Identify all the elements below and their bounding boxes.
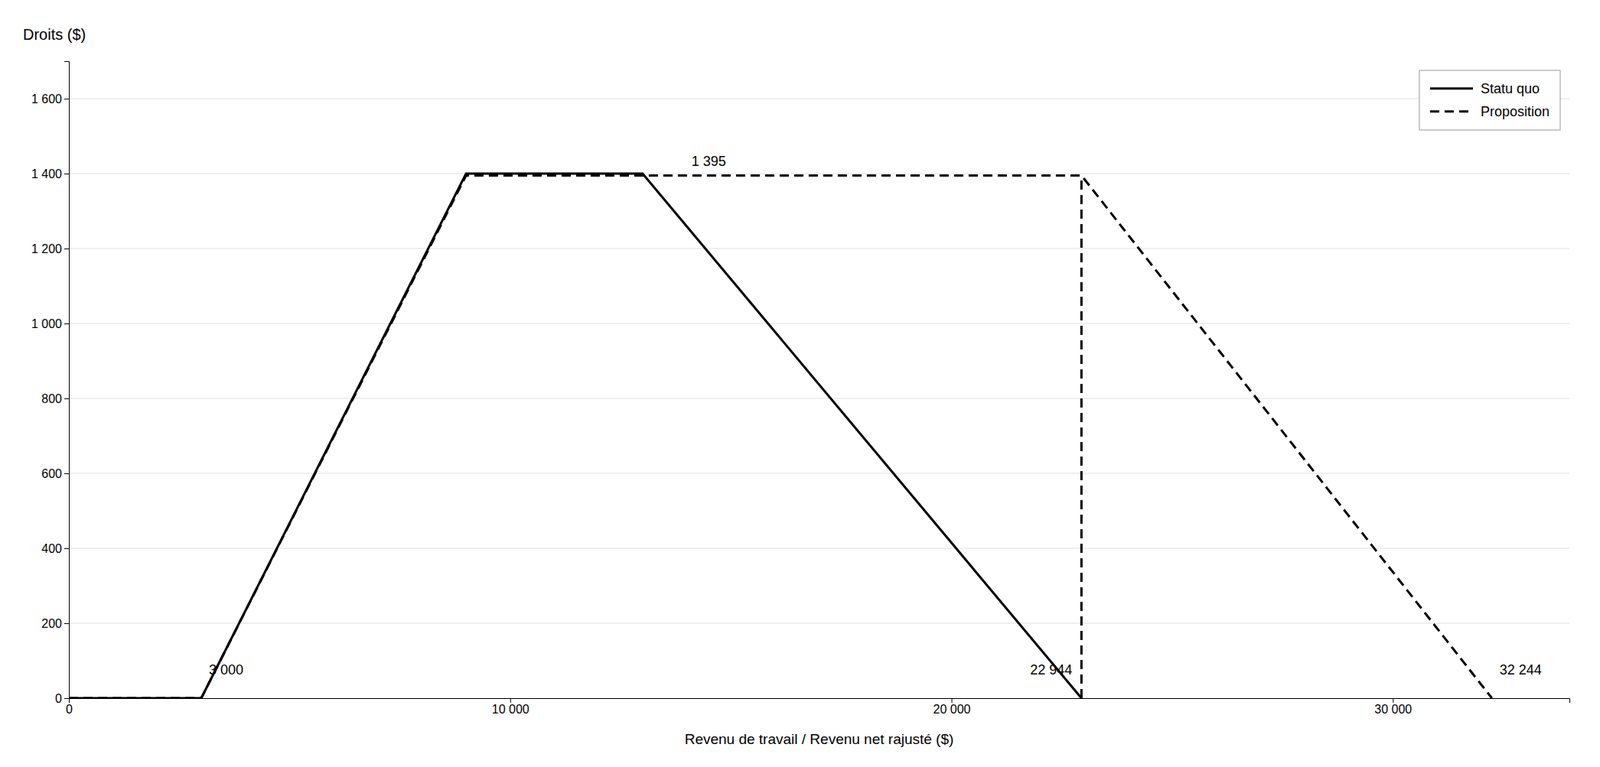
tick-mark	[64, 173, 69, 175]
x-axis: 0 10 000 20 000 30 000	[65, 698, 1570, 717]
tick-label: 1 200	[31, 242, 62, 256]
tick-label: 1 000	[31, 317, 62, 331]
tick: 0	[55, 692, 69, 706]
tick-label: 0	[55, 692, 62, 706]
grid-line	[68, 398, 1570, 400]
x-axis-line	[69, 699, 1571, 704]
tick: 10 000	[492, 698, 530, 717]
tick: 800	[41, 392, 69, 406]
tick-mark	[1392, 698, 1394, 704]
tick-mark	[64, 548, 69, 550]
legend-item: Statu quo	[1430, 81, 1540, 97]
y-grid	[68, 98, 1570, 699]
tick-label: 10 000	[492, 703, 530, 717]
tick-mark	[64, 98, 69, 100]
legend-frame	[1419, 70, 1561, 131]
marks	[68, 173, 1493, 699]
legend-item: Proposition	[1430, 104, 1550, 120]
tick: 0	[65, 698, 73, 717]
tick: 1 200	[31, 242, 69, 256]
tick-label: 0	[65, 703, 73, 717]
tick-label: 400	[41, 542, 62, 556]
tick-label: 1 600	[31, 92, 62, 106]
tick: 200	[41, 617, 69, 631]
legend-swatch	[1430, 87, 1473, 90]
tick-mark	[64, 473, 69, 475]
annotation: 22 944	[1029, 662, 1073, 678]
y-axis-title: Droits ($)	[22, 26, 86, 43]
annotation: 3 000	[208, 662, 244, 678]
grid-line	[68, 98, 1570, 100]
tick-mark	[64, 698, 69, 700]
grid-line	[68, 548, 1570, 550]
tick-label: 30 000	[1374, 703, 1412, 717]
series-line	[68, 175, 1493, 699]
grid-line	[68, 173, 1570, 175]
tick-label: 600	[41, 467, 62, 481]
chart: 0 10 000 20 000 30 000 0 200 400 600 800 1 000 1 2…	[0, 0, 1600, 767]
plot: 0 10 000 20 000 30 000 0 200 400 600 800 1 000 1 2…	[22, 26, 1571, 748]
annotation: 1 395	[691, 153, 727, 170]
tick-label: 200	[41, 617, 62, 631]
series-line	[68, 173, 1082, 699]
tick-mark	[64, 323, 69, 325]
tick-mark	[64, 248, 69, 250]
y-axis: 0 200 400 600 800 1 000 1 200 1 400 1 600	[31, 61, 70, 706]
tick: 1 400	[31, 167, 69, 181]
y-axis-line	[64, 61, 70, 700]
legend: Statu quo Proposition	[1419, 70, 1561, 131]
grid-line	[68, 323, 1570, 325]
tick-mark	[64, 623, 69, 625]
tick: 30 000	[1374, 698, 1412, 717]
vertical-line	[1080, 175, 1083, 699]
annotation: 32 244	[1499, 662, 1542, 678]
tick: 20 000	[933, 698, 972, 717]
tick-label: 800	[41, 392, 62, 406]
tick: 1 600	[31, 92, 69, 106]
grid-line	[68, 623, 1570, 625]
grid-line	[68, 473, 1570, 475]
tick-mark	[951, 698, 953, 704]
legend-label: Proposition	[1480, 104, 1550, 120]
tick-mark	[510, 698, 512, 704]
x-axis-title: Revenu de travail / Revenu net rajusté (…	[684, 731, 955, 748]
tick-label: 1 400	[31, 167, 62, 181]
annotations: 3 000 22 944 32 244 1 395	[208, 153, 1542, 678]
tick: 400	[41, 542, 69, 556]
legend-label: Statu quo	[1480, 81, 1540, 97]
tick-label: 20 000	[933, 703, 972, 717]
tick: 1 000	[31, 317, 69, 331]
tick: 600	[41, 467, 69, 481]
tick-mark	[64, 398, 69, 400]
grid-line	[68, 248, 1570, 250]
legend-swatch	[1430, 110, 1473, 113]
